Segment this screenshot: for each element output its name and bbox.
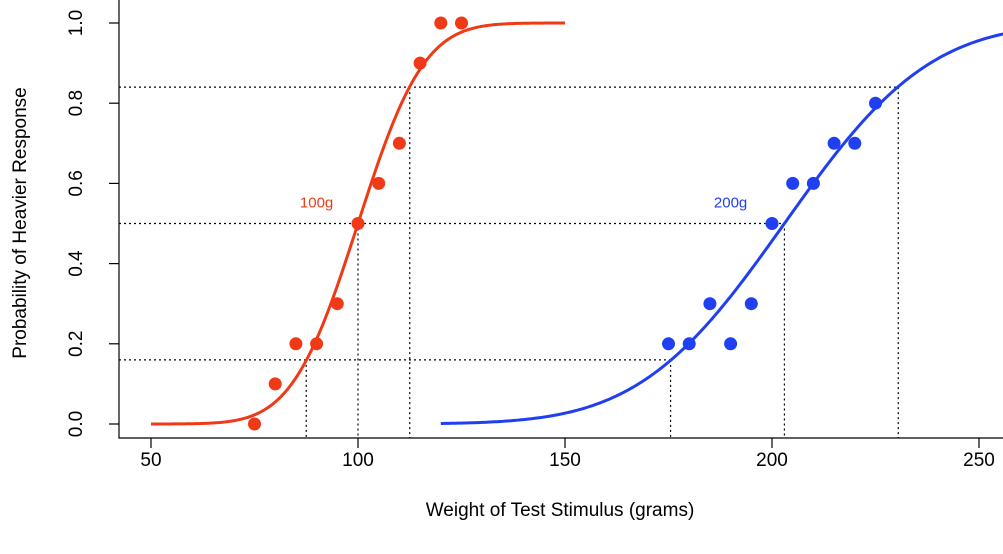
x-tick-label-150: 150 bbox=[549, 450, 581, 471]
y-axis-title: Probability of Heavier Response bbox=[10, 87, 31, 358]
x-tick-label-200: 200 bbox=[756, 450, 788, 471]
y-tick-label-0: 0.0 bbox=[66, 411, 87, 437]
data-point-100g-3 bbox=[310, 337, 324, 351]
data-point-200g-8 bbox=[827, 136, 841, 150]
y-tick-label-1: 1.0 bbox=[66, 10, 87, 36]
data-point-200g-6 bbox=[786, 176, 800, 190]
series-labels: 100g 200g bbox=[300, 194, 747, 211]
data-point-100g-4 bbox=[330, 297, 344, 311]
fit-curves bbox=[151, 21, 1003, 426]
data-point-100g-7 bbox=[392, 136, 406, 150]
series-label-100g: 100g bbox=[300, 194, 333, 211]
x-tick-label-50: 50 bbox=[140, 450, 161, 471]
data-point-100g-9 bbox=[434, 16, 448, 30]
x-axis-title: Weight of Test Stimulus (grams) bbox=[426, 500, 695, 521]
data-point-200g-9 bbox=[848, 136, 862, 150]
y-axis: 0.0 0.2 0.4 0.6 0.8 1.0 bbox=[66, 10, 119, 437]
data-point-100g-8 bbox=[413, 56, 427, 70]
data-point-200g-5 bbox=[765, 217, 779, 230]
data-point-200g-2 bbox=[703, 297, 717, 311]
fit-curve-200g bbox=[440, 32, 1003, 425]
data-point-200g-7 bbox=[806, 176, 820, 190]
x-tick-label-100: 100 bbox=[342, 450, 374, 471]
data-point-100g-1 bbox=[268, 377, 282, 391]
x-tick-label-250: 250 bbox=[963, 450, 995, 471]
y-tick-label-0.4: 0.4 bbox=[66, 250, 87, 277]
data-point-200g-3 bbox=[724, 337, 738, 351]
y-tick-label-0.2: 0.2 bbox=[66, 331, 87, 357]
data-point-100g-2 bbox=[289, 337, 303, 351]
data-point-200g-1 bbox=[682, 337, 696, 351]
data-point-100g-5 bbox=[351, 217, 365, 230]
reference-lines bbox=[119, 86, 899, 438]
plot-frame bbox=[118, 0, 1003, 439]
y-tick-label-0.8: 0.8 bbox=[66, 90, 87, 116]
data-point-100g-6 bbox=[372, 176, 386, 190]
data-point-100g-0 bbox=[248, 417, 261, 431]
data-point-200g-4 bbox=[744, 297, 758, 311]
series-label-200g: 200g bbox=[714, 194, 747, 211]
x-axis: 50 100 150 200 250 bbox=[140, 438, 995, 471]
data-point-100g-10 bbox=[455, 16, 468, 30]
data-points bbox=[248, 16, 882, 431]
data-point-200g-10 bbox=[869, 96, 882, 110]
data-point-200g-0 bbox=[662, 337, 675, 351]
y-tick-label-0.6: 0.6 bbox=[66, 170, 87, 196]
